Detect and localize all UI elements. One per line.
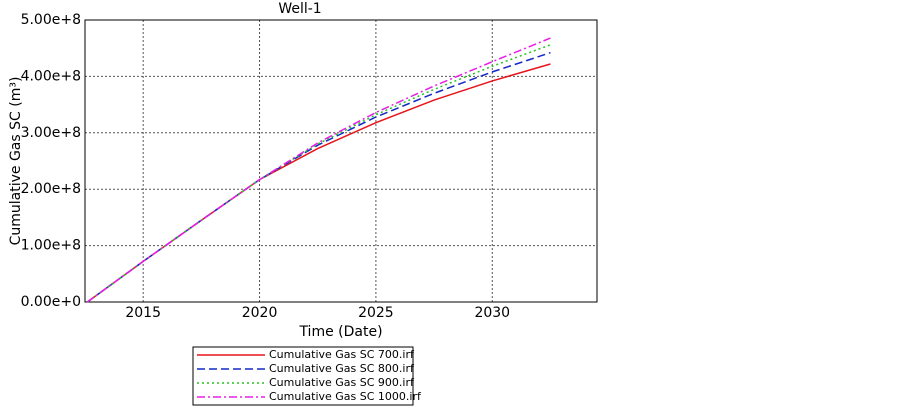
series-line [86, 37, 551, 303]
x-axis-label: Time (Date) [298, 324, 382, 340]
legend-box [192, 346, 414, 406]
plot-frame [84, 19, 598, 303]
series-line [86, 63, 551, 303]
y-axis-label: Cumulative Gas SC (m³) [8, 77, 24, 246]
x-tick-label: 2030 [474, 305, 510, 321]
x-tick-label: 2025 [358, 305, 394, 321]
y-tick-label: 0.00e+0 [21, 294, 81, 310]
y-tick-label: 3.00e+8 [21, 125, 81, 141]
series-line [86, 51, 551, 303]
x-tick-label: 2015 [125, 305, 161, 321]
legend-label: Cumulative Gas SC 800.irf [269, 362, 415, 375]
y-tick-label: 5.00e+8 [21, 12, 81, 28]
legend-label: Cumulative Gas SC 700.irf [269, 348, 415, 361]
legend-label: Cumulative Gas SC 900.irf [269, 376, 415, 389]
x-tick-label: 2020 [242, 305, 278, 321]
chart-title: Well-1 [278, 1, 321, 17]
series-line [86, 44, 551, 303]
y-tick-label: 4.00e+8 [21, 68, 81, 84]
legend-label: Cumulative Gas SC 1000.irf [269, 390, 422, 403]
y-tick-label: 2.00e+8 [21, 181, 81, 197]
y-tick-label: 1.00e+8 [21, 238, 81, 254]
